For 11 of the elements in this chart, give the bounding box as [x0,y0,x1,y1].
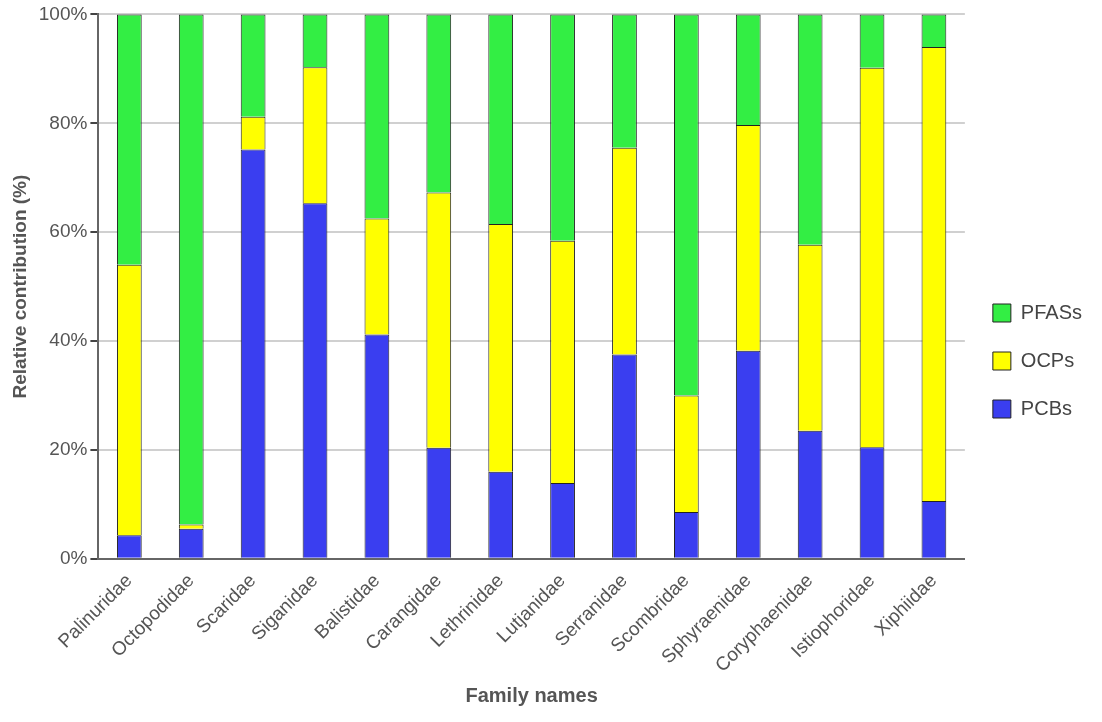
y-tick-label: 100% [38,2,88,24]
x-axis-title: Family names [465,683,598,706]
y-axis-title: Relative contribution (%) [8,174,30,399]
y-tick-label: 20% [49,438,88,460]
legend-label: PCBs [1020,396,1072,419]
y-tick-label: 0% [59,546,88,568]
legend-label: OCPs [1020,348,1075,371]
y-tick-label: 60% [49,220,88,242]
y-tick-label: 80% [49,111,88,133]
y-tick-label: 40% [49,329,88,351]
legend-label: PFASs [1020,300,1083,323]
